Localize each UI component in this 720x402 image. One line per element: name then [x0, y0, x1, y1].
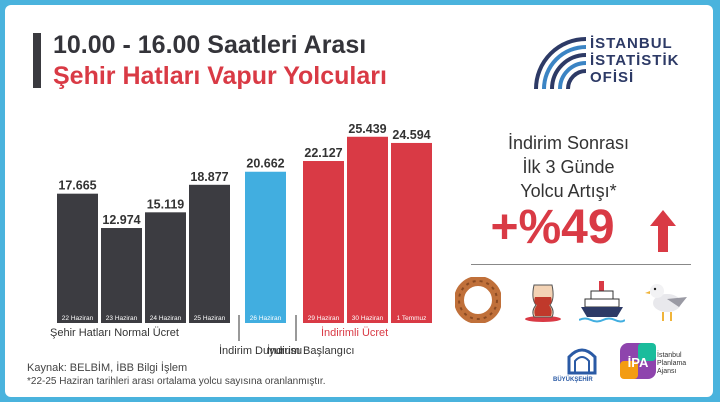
ibb-logo-text: BÜYÜKŞEHİR	[553, 377, 593, 383]
bar-chart: 17.665 22 Haziran 12.974 23 Haziran 15.119 24…	[57, 122, 432, 341]
value-label-6: 22.127	[304, 146, 342, 160]
bar-4	[189, 184, 230, 323]
title-line-2: Şehir Hatları Vapur Yolcuları	[53, 62, 387, 90]
category-label-8: 1 Temmuz	[397, 315, 427, 322]
logo-line-1: İSTANBUL	[590, 35, 673, 52]
heading-line-3: Yolcu Artışı*	[520, 181, 617, 201]
category-label-5: 26 Haziran	[250, 315, 282, 322]
heading-line-2: İlk 3 Günde	[522, 157, 615, 177]
istanbul-statistics-logo-icon	[534, 37, 587, 90]
bar-5	[245, 171, 286, 323]
tea-glass-icon	[525, 284, 561, 322]
bar-1	[57, 193, 98, 323]
category-label-3: 24 Haziran	[150, 315, 182, 322]
bar-3	[145, 212, 186, 323]
ibb-logo-icon	[567, 348, 597, 375]
logo-line-2: İSTATİSTİK	[590, 52, 680, 69]
heading-line-1: İndirim Sonrası	[507, 133, 630, 153]
group-label-announce: İndirim Duyurusu	[219, 345, 303, 357]
bar-7	[347, 136, 388, 323]
category-label-2: 23 Haziran	[106, 315, 138, 322]
ipa-logo-icon: İPA	[620, 343, 656, 379]
category-label-4: 25 Haziran	[194, 315, 226, 322]
up-arrow-icon	[650, 210, 676, 252]
group-label-normal: Şehir Hatları Normal Ücret	[50, 327, 179, 339]
category-label-6: 29 Haziran	[308, 315, 340, 322]
group-label-start: İndirim Başlangıcı	[267, 345, 355, 357]
group-label-discount: İndirimli Ücret	[321, 327, 389, 339]
category-label-7: 30 Haziran	[352, 315, 384, 322]
category-label-1: 22 Haziran	[62, 315, 94, 322]
increase-value: +%49	[490, 201, 615, 254]
ipa-line-3: Ajansı	[657, 368, 677, 375]
value-label-1: 17.665	[58, 179, 96, 193]
ipa-line-1: İstanbul	[657, 352, 682, 359]
ipa-line-2: Planlama	[657, 360, 687, 367]
divider	[471, 264, 691, 265]
logo-line-3: OFİSİ	[590, 69, 635, 86]
ipa-logo-text: İPA	[628, 355, 649, 370]
value-label-8: 24.594	[392, 128, 430, 142]
value-label-3: 15.119	[147, 197, 185, 211]
title-line-1: 10.00 - 16.00 Saatleri Arası	[53, 31, 367, 59]
source-text: Kaynak: BELBİM, İBB Bilgi İşlem	[27, 362, 188, 374]
value-label-7: 25.439	[348, 122, 386, 136]
infographic-card: 10.00 - 16.00 Saatleri Arası Şehir Hatla…	[5, 5, 713, 397]
title-accent-bar	[33, 33, 41, 88]
seagull-icon	[645, 284, 687, 321]
value-label-5: 20.662	[246, 157, 284, 171]
bar-2	[101, 228, 142, 323]
logo-text: İSTANBUL İSTATİSTİK OFİSİ	[590, 35, 679, 86]
ipa-text: İstanbul Planlama Ajansı	[657, 352, 686, 376]
value-label-4: 18.877	[190, 170, 228, 184]
bar-8	[391, 142, 432, 323]
simit-icon	[455, 277, 501, 323]
value-label-2: 12.974	[102, 213, 140, 227]
bar-6	[303, 161, 344, 323]
increase-heading: İndirim Sonrası İlk 3 Günde Yolcu Artışı…	[461, 131, 676, 203]
ferry-icon	[579, 281, 625, 323]
footnote-text: *22-25 Haziran tarihleri arası ortalama …	[27, 376, 326, 387]
